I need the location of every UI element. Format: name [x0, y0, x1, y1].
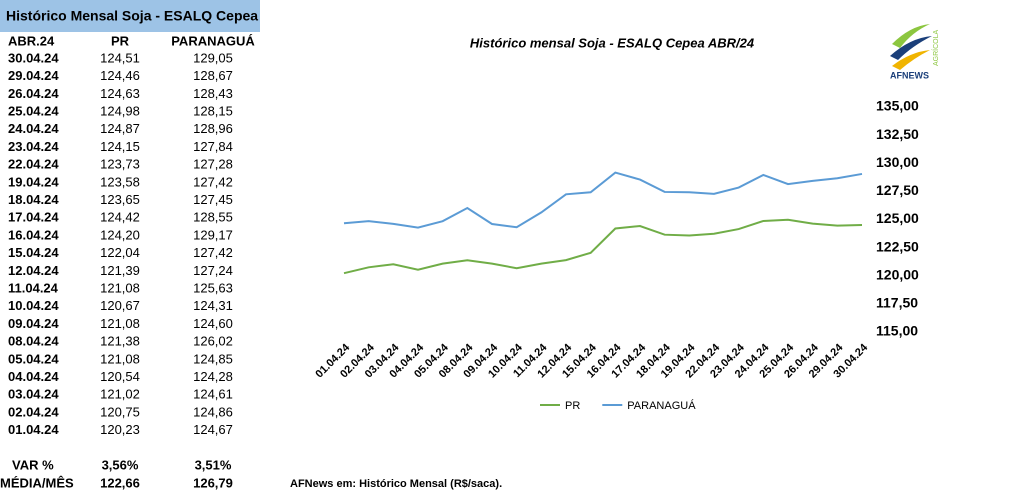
table-cell: 124,51 — [100, 50, 140, 65]
y-tick-label: 135,00 — [876, 98, 919, 114]
table-cell: 123,58 — [100, 174, 140, 189]
table-cell: 124,28 — [193, 369, 233, 384]
line — [343, 171, 863, 229]
table-cell: 120,75 — [100, 404, 140, 419]
table-cell: 127,28 — [193, 157, 233, 172]
table-cell: 25.04.24 — [8, 104, 59, 119]
y-tick-label: 120,00 — [876, 266, 919, 282]
table-cell: 17.04.24 — [8, 210, 59, 225]
table-cell: 08.04.24 — [8, 334, 59, 349]
table-cell: 10.04.24 — [8, 298, 59, 313]
table-cell: 127,42 — [193, 245, 233, 260]
table-title: Histórico Mensal Soja - ESALQ Cepea — [6, 8, 258, 24]
table-cell: 122,04 — [100, 245, 140, 260]
table-cell: 128,67 — [193, 68, 233, 83]
table-cell: 29.04.24 — [8, 68, 59, 83]
table-cell: 124,15 — [100, 139, 140, 154]
table-cell: 123,73 — [100, 157, 140, 172]
table-cell: 02.04.24 — [8, 404, 59, 419]
table-cell: 03.04.24 — [8, 387, 59, 402]
table-cell: 09.04.24 — [8, 316, 59, 331]
table-cell: 15.04.24 — [8, 245, 59, 260]
chart-title: Histórico mensal Soja - ESALQ Cepea ABR/… — [470, 35, 755, 50]
table-cell: 18.04.24 — [8, 192, 59, 207]
table-cell: 124,85 — [193, 351, 233, 366]
table-cell: 121,02 — [100, 387, 140, 402]
logo-swoosh — [890, 36, 932, 60]
footnote: AFNews em: Histórico Mensal (R$/saca). — [290, 478, 502, 490]
summary-cell: 3,56% — [102, 457, 139, 472]
logo-swoosh — [892, 50, 930, 70]
table-cell: 124,20 — [100, 227, 140, 242]
legend-label: PR — [565, 400, 580, 412]
summary-cell: 122,66 — [100, 475, 140, 490]
table-cell: 121,08 — [100, 316, 140, 331]
table-cell: 128,43 — [193, 86, 233, 101]
table-cell: 124,98 — [100, 104, 140, 119]
table-cell: 123,65 — [100, 192, 140, 207]
table-cell: 120,23 — [100, 422, 140, 437]
table-cell: 26.04.24 — [8, 86, 59, 101]
table-cell: 22.04.24 — [8, 157, 59, 172]
table-cell: 121,39 — [100, 263, 140, 278]
table-cell: 01.04.24 — [8, 422, 59, 437]
table-cell: 16.04.24 — [8, 227, 59, 242]
table-cell: 128,55 — [193, 210, 233, 225]
table-cell: 127,84 — [193, 139, 233, 154]
table-cell: 19.04.24 — [8, 174, 59, 189]
title-bar — [0, 0, 260, 32]
table-cell: 124,60 — [193, 316, 233, 331]
table-cell: 04.04.24 — [8, 369, 59, 384]
table-cell: 124,86 — [193, 404, 233, 419]
table-cell: 129,05 — [193, 50, 233, 65]
table-cell: 124,87 — [100, 121, 140, 136]
y-tick-label: 117,50 — [876, 295, 918, 311]
table-cell: 121,38 — [100, 334, 140, 349]
table-cell: 24.04.24 — [8, 121, 59, 136]
logo-swoosh — [892, 24, 930, 48]
summary-cell: 126,79 — [193, 475, 233, 490]
table-cell: 125,63 — [193, 281, 233, 296]
table-cell: 128,96 — [193, 121, 233, 136]
table-cell: 23.04.24 — [8, 139, 59, 154]
summary-cell: 3,51% — [195, 457, 232, 472]
table-cell: 128,15 — [193, 104, 233, 119]
table-cell: 121,08 — [100, 281, 140, 296]
y-tick-label: 130,00 — [876, 154, 919, 170]
table-cell: 124,46 — [100, 68, 140, 83]
summary-cell: VAR % — [12, 457, 54, 472]
table-cell: 124,67 — [193, 422, 233, 437]
table-cell: 30.04.24 — [8, 50, 59, 65]
table-header: PARANAGUÁ — [171, 33, 255, 48]
table-cell: 127,42 — [193, 174, 233, 189]
y-tick-label: 127,50 — [876, 182, 919, 198]
table-cell: 12.04.24 — [8, 263, 59, 278]
logo: AFNEWS AGRÍCOLA — [890, 24, 940, 80]
table-header: ABR.24 — [8, 33, 55, 48]
line — [343, 218, 863, 275]
table-cell: 124,61 — [193, 387, 233, 402]
table-cell: 124,42 — [100, 210, 140, 225]
y-tick-label: 115,00 — [876, 323, 918, 339]
table-cell: 127,24 — [193, 263, 233, 278]
table-cell: 121,08 — [100, 351, 140, 366]
table-cell: 11.04.24 — [8, 281, 59, 296]
summary-cell: MÉDIA/MÊS — [0, 475, 74, 490]
table-header: PR — [111, 33, 130, 48]
y-tick-label: 125,00 — [876, 210, 919, 226]
table-cell: 124,31 — [193, 298, 233, 313]
table-cell: 129,17 — [193, 227, 233, 242]
table-cell: 124,63 — [100, 86, 140, 101]
table-cell: 126,02 — [193, 334, 233, 349]
logo-text: AFNEWS — [890, 70, 929, 80]
table-cell: 127,45 — [193, 192, 233, 207]
table-cell: 120,54 — [100, 369, 140, 384]
logo-tag: AGRÍCOLA — [931, 29, 940, 66]
y-tick-label: 132,50 — [876, 126, 919, 142]
y-tick-label: 122,50 — [876, 238, 919, 254]
legend-label: PARANAGUÁ — [627, 399, 696, 412]
table-cell: 05.04.24 — [8, 351, 59, 366]
table-cell: 120,67 — [100, 298, 140, 313]
